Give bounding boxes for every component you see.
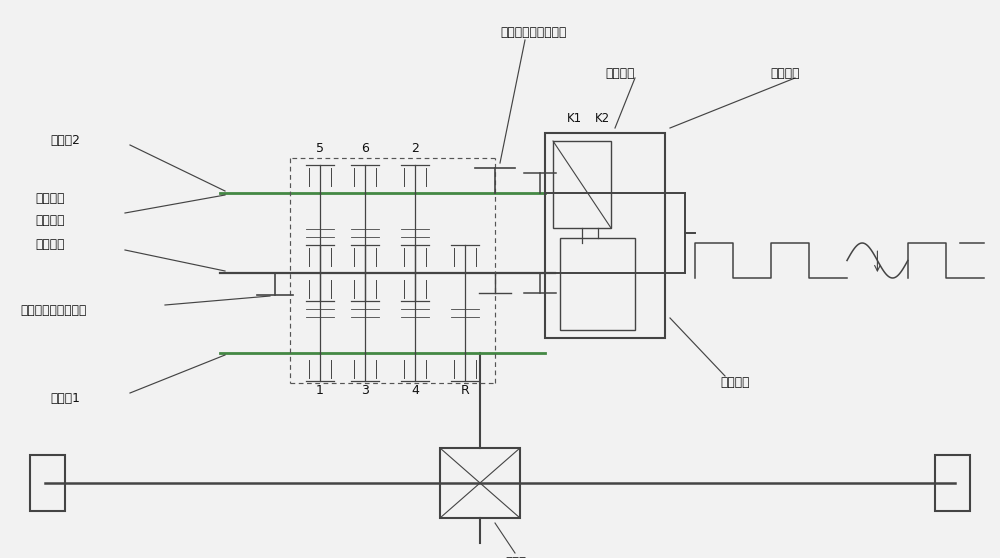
Text: 4: 4 bbox=[411, 384, 419, 397]
Text: 速传感器: 速传感器 bbox=[35, 214, 64, 228]
Text: 内输入轴转速传感器: 内输入轴转速传感器 bbox=[20, 305, 86, 318]
Text: 外输入轴转速传感器: 外输入轴转速传感器 bbox=[500, 26, 566, 40]
Bar bbox=[935, 455, 970, 511]
Text: 内输入轴: 内输入轴 bbox=[35, 238, 64, 252]
Text: 输出轴2: 输出轴2 bbox=[50, 134, 80, 147]
Text: 3: 3 bbox=[361, 384, 369, 397]
Bar bbox=[545, 133, 665, 338]
Text: 输出轴转: 输出轴转 bbox=[35, 191, 64, 204]
Bar bbox=[30, 455, 65, 511]
Bar bbox=[560, 238, 635, 330]
Text: 6: 6 bbox=[361, 142, 369, 155]
Text: 双离合器: 双离合器 bbox=[770, 66, 800, 79]
Text: 外输入轴: 外输入轴 bbox=[605, 66, 635, 79]
Text: 1: 1 bbox=[316, 384, 324, 397]
Text: K2: K2 bbox=[595, 112, 610, 124]
Text: 2: 2 bbox=[411, 142, 419, 155]
Text: 输出轴1: 输出轴1 bbox=[50, 392, 80, 405]
Bar bbox=[440, 448, 520, 518]
Text: 5: 5 bbox=[316, 142, 324, 155]
Text: 输入信号: 输入信号 bbox=[720, 377, 750, 389]
Text: 差速器: 差速器 bbox=[505, 556, 526, 558]
Text: R: R bbox=[461, 384, 469, 397]
Text: K1: K1 bbox=[566, 112, 582, 124]
Bar bbox=[553, 141, 611, 228]
